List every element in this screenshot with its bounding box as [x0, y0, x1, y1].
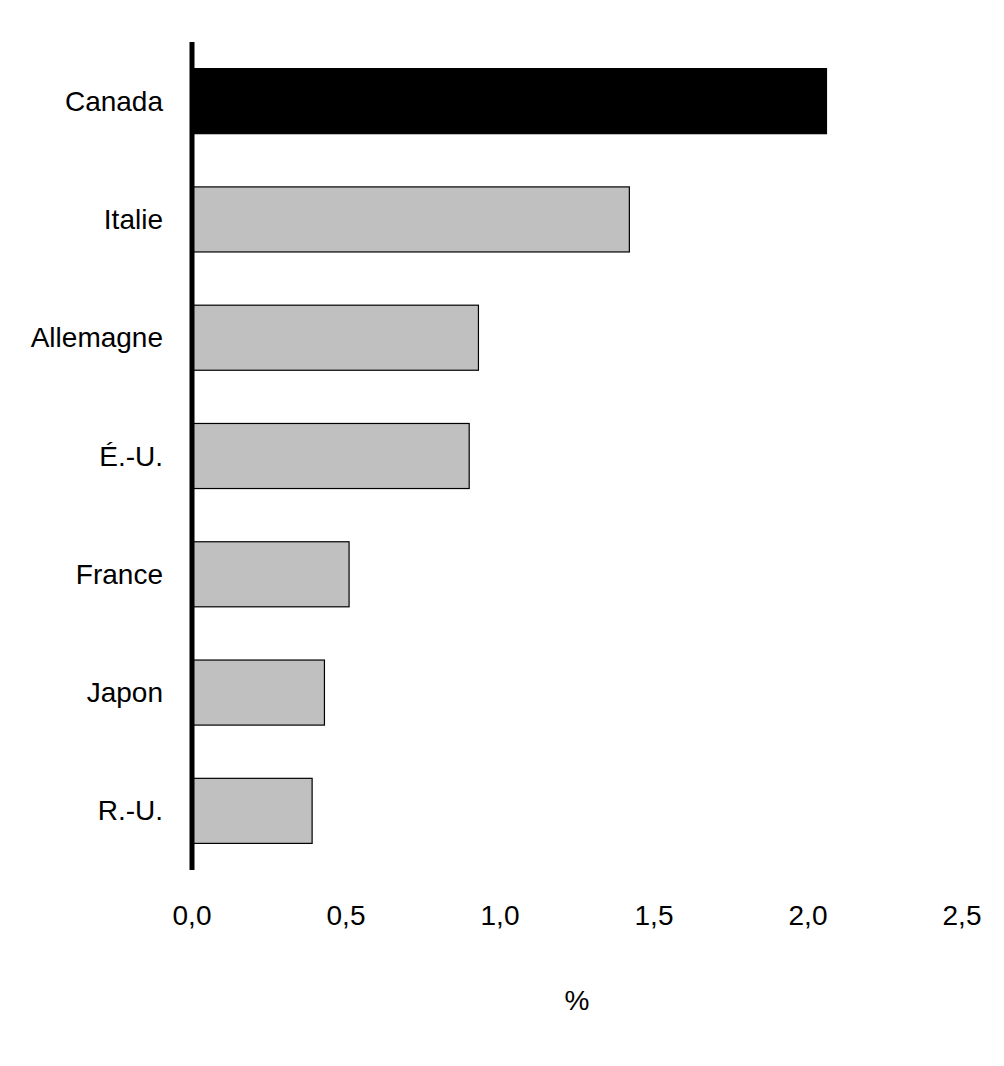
- bar: [192, 187, 629, 252]
- bar: [192, 305, 478, 370]
- bar: [192, 69, 826, 134]
- category-label: Canada: [65, 86, 164, 117]
- x-tick-label: 0,0: [173, 900, 212, 931]
- x-tick-label: 1,0: [481, 900, 520, 931]
- x-tick-label: 2,0: [789, 900, 828, 931]
- y-axis-line: [190, 42, 195, 870]
- category-label: Allemagne: [31, 322, 163, 353]
- category-label: É.-U.: [99, 441, 163, 472]
- bar: [192, 542, 349, 607]
- bar: [192, 660, 324, 725]
- category-label: Italie: [104, 204, 163, 235]
- category-label: R.-U.: [98, 795, 163, 826]
- bar: [192, 778, 312, 843]
- category-label: Japon: [87, 677, 163, 708]
- x-axis-label: %: [565, 985, 590, 1016]
- category-label: France: [76, 559, 163, 590]
- bar: [192, 423, 469, 488]
- bars: [192, 69, 826, 844]
- chart-svg: Canada Italie Allemagne É.-U. France Japon R.-…: [0, 0, 1004, 1066]
- x-tick-label: 2,5: [943, 900, 982, 931]
- x-tick-label: 1,5: [635, 900, 674, 931]
- chart-container: Canada Italie Allemagne É.-U. France Japon R.-…: [0, 0, 1004, 1066]
- x-tick-label: 0,5: [327, 900, 366, 931]
